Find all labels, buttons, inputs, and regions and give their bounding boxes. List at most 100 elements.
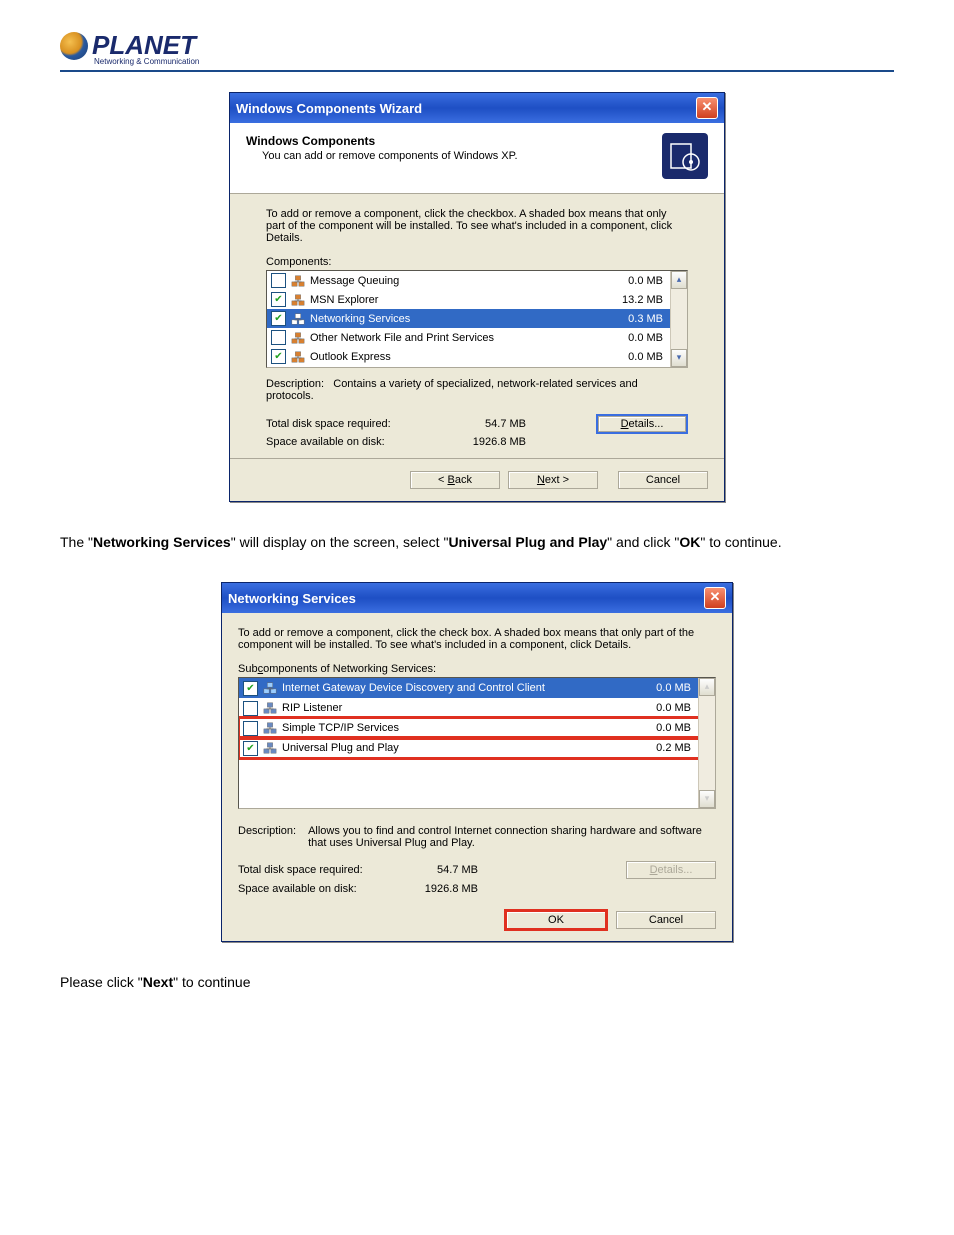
item-size: 0.0 MB [656, 682, 691, 694]
item-label: Simple TCP/IP Services [282, 722, 656, 734]
dialog-body: To add or remove a component, click the … [222, 613, 732, 905]
item-label: Internet Gateway Device Discovery and Co… [282, 682, 656, 694]
description-row: Description: Allows you to find and cont… [238, 825, 716, 849]
subcomponents-listbox: ✔ Internet Gateway Device Discovery and C… [238, 677, 716, 809]
components-listbox: Message Queuing0.0 MB✔MSN Explorer13.2 M… [266, 270, 688, 368]
description-row: Description: Contains a variety of speci… [266, 378, 688, 402]
list-item[interactable]: ✔ MSN Explorer13.2 MB [267, 290, 671, 309]
logo-subtitle: Networking & Communication [94, 57, 894, 66]
item-size: 0.0 MB [628, 332, 663, 344]
checkbox[interactable] [243, 721, 258, 736]
header-subtitle: You can add or remove components of Wind… [262, 150, 518, 162]
paragraph-2: Please click "Next" to continue [60, 972, 894, 992]
description-label: Description: [238, 825, 296, 849]
subcomponents-label: Subcomponents of Networking Services: [238, 663, 716, 675]
avail-space-value: 1926.8 MB [446, 436, 526, 448]
title-text: Windows Components Wizard [236, 101, 422, 116]
description-label: Description: [266, 378, 324, 390]
item-label: Other Network File and Print Services [310, 332, 628, 344]
checkbox[interactable]: ✔ [271, 349, 286, 364]
item-size: 0.0 MB [628, 275, 663, 287]
list-item[interactable]: Message Queuing0.0 MB [267, 271, 671, 290]
checkbox[interactable]: ✔ [271, 311, 286, 326]
item-label: Message Queuing [310, 275, 628, 287]
back-button[interactable]: < Back [410, 471, 500, 489]
component-icon [290, 330, 306, 346]
components-wizard-dialog: Windows Components Wizard ✕ Windows Comp… [229, 92, 725, 502]
item-size: 0.0 MB [628, 351, 663, 363]
list-item[interactable]: ✔ Universal Plug and Play0.2 MB [239, 738, 699, 758]
checkbox[interactable]: ✔ [271, 292, 286, 307]
scroll-track[interactable] [699, 696, 715, 790]
scrollbar[interactable]: ▴ ▾ [698, 678, 715, 808]
scroll-down-icon[interactable]: ▾ [671, 349, 687, 367]
item-label: Networking Services [310, 313, 628, 325]
list-item[interactable]: ✔ Networking Services0.3 MB [267, 309, 671, 328]
list-item[interactable]: Other Network File and Print Services0.0… [267, 328, 671, 347]
wizard-footer: < Back Next > Cancel [230, 458, 724, 501]
next-button[interactable]: Next > [508, 471, 598, 489]
checkbox[interactable] [243, 701, 258, 716]
wizard-header-text: Windows Components You can add or remove… [246, 133, 518, 162]
list-item[interactable]: Simple TCP/IP Services0.0 MB [239, 718, 699, 738]
scrollbar[interactable]: ▴ ▾ [670, 271, 687, 367]
scroll-track[interactable] [671, 289, 687, 349]
checkbox[interactable] [271, 330, 286, 345]
total-space-value: 54.7 MB [446, 418, 526, 430]
checkbox[interactable]: ✔ [243, 681, 258, 696]
scroll-down-icon[interactable]: ▾ [699, 790, 715, 808]
instructions: To add or remove a component, click the … [238, 627, 716, 651]
total-space-label: Total disk space required: [266, 418, 446, 430]
item-label: RIP Listener [282, 702, 656, 714]
avail-space-label: Space available on disk: [266, 436, 446, 448]
paragraph-1: The "Networking Services" will display o… [60, 532, 894, 552]
item-size: 0.0 MB [656, 702, 691, 714]
close-button[interactable]: ✕ [696, 97, 718, 119]
details-button: Details... [626, 861, 716, 879]
wizard-header: Windows Components You can add or remove… [230, 123, 724, 194]
checkbox[interactable] [271, 273, 286, 288]
cancel-button[interactable]: Cancel [616, 911, 716, 929]
item-label: Universal Plug and Play [282, 742, 656, 754]
component-icon [262, 700, 278, 716]
checkbox[interactable]: ✔ [243, 741, 258, 756]
list-item[interactable]: ✔ Outlook Express0.0 MB [267, 347, 671, 366]
list-item[interactable]: ✔ Internet Gateway Device Discovery and C… [239, 678, 699, 698]
avail-space-value: 1926.8 MB [398, 883, 478, 895]
networking-services-dialog: Networking Services ✕ To add or remove a… [221, 582, 733, 942]
component-icon [290, 273, 306, 289]
description-text: Allows you to find and control Internet … [308, 825, 716, 849]
component-icon [262, 740, 278, 756]
title-text: Networking Services [228, 591, 356, 606]
logo-globe-icon [60, 32, 88, 60]
ok-button[interactable]: OK [506, 911, 606, 929]
component-icon [290, 292, 306, 308]
item-size: 13.2 MB [622, 294, 663, 306]
component-icon [290, 349, 306, 365]
component-icon [262, 720, 278, 736]
titlebar: Networking Services ✕ [222, 583, 732, 613]
scroll-up-icon[interactable]: ▴ [699, 678, 715, 696]
total-space-label: Total disk space required: [238, 864, 398, 876]
wizard-body: To add or remove a component, click the … [230, 194, 724, 458]
dialog-footer: OK Cancel [222, 905, 732, 941]
component-icon [290, 311, 306, 327]
item-size: 0.0 MB [656, 722, 691, 734]
item-label: Outlook Express [310, 351, 628, 363]
item-size: 0.3 MB [628, 313, 663, 325]
components-label: Components: [266, 256, 688, 268]
list-item[interactable]: RIP Listener0.0 MB [239, 698, 699, 718]
item-size: 0.2 MB [656, 742, 691, 754]
cancel-button[interactable]: Cancel [618, 471, 708, 489]
close-button[interactable]: ✕ [704, 587, 726, 609]
instructions: To add or remove a component, click the … [266, 208, 688, 244]
titlebar: Windows Components Wizard ✕ [230, 93, 724, 123]
item-label: MSN Explorer [310, 294, 622, 306]
component-icon [262, 680, 278, 696]
cd-box-icon [662, 133, 708, 179]
total-space-value: 54.7 MB [398, 864, 478, 876]
details-button[interactable]: Details... [596, 414, 688, 434]
header-title: Windows Components [246, 134, 375, 148]
scroll-up-icon[interactable]: ▴ [671, 271, 687, 289]
logo-bar: PLANET Networking & Communication [60, 30, 894, 72]
